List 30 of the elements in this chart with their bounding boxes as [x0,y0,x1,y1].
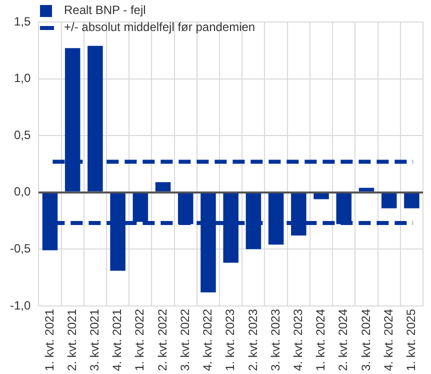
x-tick-label: 4. kvt. 2024 [381,308,396,372]
x-tick-label: 1. kvt. 2021 [42,308,56,372]
x-tick-label: 2. kvt. 2024 [336,308,350,372]
legend-label: Realt BNP - fejl [64,2,146,19]
y-tick-label: -1,0 [10,298,31,312]
x-tick-label: 2. kvt. 2022 [155,308,170,372]
bar [381,193,397,208]
bar [155,182,171,192]
legend-label: +/- absolut middelfejl før pandemien [64,19,256,36]
y-tick-label: -0,5 [10,241,31,256]
x-tick-label: 4. kvt. 2022 [200,308,215,372]
x-tick-label: 1. kvt. 2023 [223,308,238,372]
x-tick-label: 2. kvt. 2023 [246,308,260,372]
y-tick-label: 0,0 [14,184,31,199]
x-tick-label: 4. kvt. 2023 [290,308,305,372]
x-tick-label: 3. kvt. 2021 [88,308,102,372]
y-tick-label: 1,5 [14,14,31,28]
bar [358,188,374,192]
y-tick-label: 0,5 [14,128,31,142]
x-tick-label: 3. kvt. 2024 [358,308,373,372]
bar [404,193,420,208]
x-tick-label: 1. kvt. 2024 [314,308,328,372]
x-tick-label: 1. kvt. 2025 [404,308,418,372]
x-tick-label: 2. kvt. 2021 [64,308,79,372]
x-tick-label: 3. kvt. 2022 [178,308,192,372]
x-tick-label: 1. kvt. 2022 [132,308,147,372]
x-tick-label: 4. kvt. 2021 [110,308,124,372]
bar [314,193,329,200]
y-tick-label: 1,0 [14,71,31,86]
x-tick-label: 3. kvt. 2023 [268,308,282,372]
